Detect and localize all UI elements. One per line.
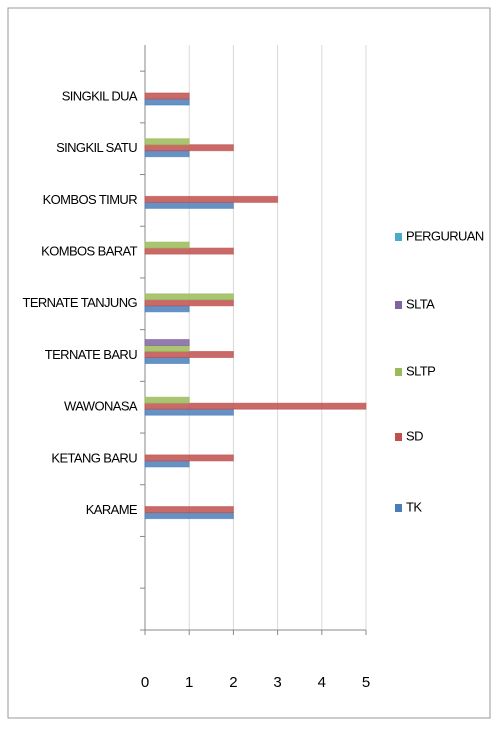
bar <box>144 396 190 404</box>
x-tick-label: 3 <box>273 674 281 691</box>
y-tick-label: SINGKIL DUA <box>62 88 138 103</box>
bar <box>144 454 234 462</box>
bar <box>144 144 234 152</box>
x-tick-label: 0 <box>141 674 149 691</box>
bar <box>144 293 234 301</box>
legend-label: SLTP <box>406 363 435 378</box>
bar <box>144 305 190 313</box>
legend-swatch <box>395 233 402 241</box>
bar <box>144 460 190 468</box>
y-tick-label: SINGKIL SATU <box>56 140 137 155</box>
bar <box>144 241 190 249</box>
legend-swatch <box>395 301 402 309</box>
chart-frame <box>7 7 491 719</box>
bar <box>144 408 234 416</box>
y-tick-label: KOMBOS BARAT <box>41 244 138 259</box>
bar <box>144 351 234 358</box>
legend-swatch <box>395 504 402 512</box>
y-tick-label: WAWONASA <box>64 399 138 414</box>
bar <box>144 357 190 364</box>
x-tick-label: 1 <box>185 674 193 691</box>
y-tick-label: TERNATE BARU <box>45 347 137 362</box>
bar <box>144 92 190 100</box>
legend-label: SD <box>406 428 423 443</box>
y-tick-label: KETANG BARU <box>51 450 137 465</box>
legend-swatch <box>395 433 402 441</box>
bar <box>144 195 279 203</box>
y-tick-label: KARAME <box>86 502 138 517</box>
x-tick-label: 2 <box>229 674 237 691</box>
bar <box>144 201 234 209</box>
legend-label: PERGURUAN <box>406 228 484 243</box>
x-tick-label: 5 <box>362 674 370 691</box>
x-tick-label: 4 <box>318 674 326 691</box>
bar <box>144 98 190 106</box>
bar <box>144 512 234 520</box>
bar <box>144 402 367 410</box>
y-tick-label: KOMBOS TIMUR <box>43 192 138 207</box>
bar <box>144 345 190 352</box>
legend-label: SLTA <box>406 296 435 311</box>
legend-label: TK <box>406 499 422 514</box>
y-tick-label: TERNATE TANJUNG <box>22 295 137 310</box>
bar <box>144 339 190 346</box>
bar <box>144 506 234 514</box>
bar <box>144 247 234 255</box>
bar <box>144 138 190 146</box>
legend-swatch <box>395 368 402 376</box>
bar <box>144 150 190 158</box>
bar <box>144 299 234 307</box>
